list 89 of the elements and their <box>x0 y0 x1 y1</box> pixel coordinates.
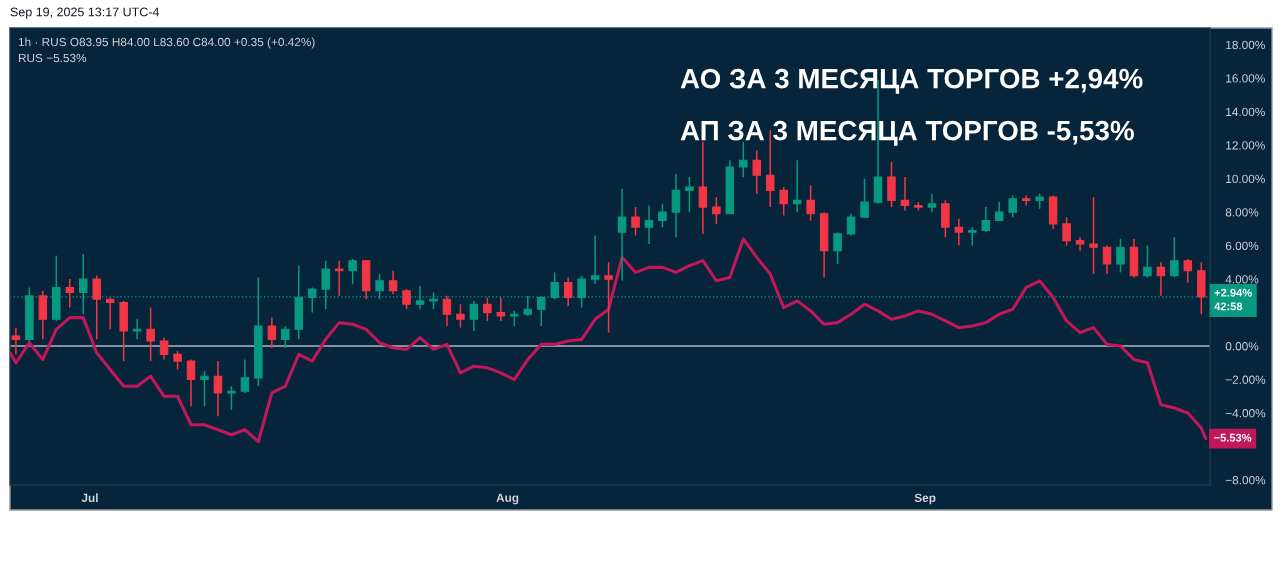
candlestick <box>65 278 75 309</box>
candlestick <box>1116 238 1125 274</box>
candlestick <box>1008 194 1017 218</box>
candlestick <box>1089 196 1098 275</box>
candlestick <box>348 258 357 285</box>
candlestick <box>1062 216 1071 247</box>
candlestick <box>483 296 492 322</box>
y-tick-label: −2.00% <box>1225 375 1266 384</box>
text: Sep 19, 2025 13:17 UTC-4 <box>10 7 160 19</box>
candlestick <box>240 358 250 394</box>
candlestick <box>927 192 937 213</box>
y-tick-label: 6.00% <box>1225 241 1259 251</box>
candlestick <box>38 290 48 341</box>
candlestick <box>11 326 21 356</box>
candlestick <box>658 203 667 228</box>
candlestick <box>456 303 465 329</box>
candlestick <box>765 129 775 208</box>
candlestick <box>685 176 694 213</box>
candlestick <box>173 350 182 371</box>
candlestick <box>388 269 398 295</box>
y-tick-label: −4.00% <box>1225 409 1266 418</box>
y-tick-label: 0.00% <box>1225 342 1259 351</box>
annotation: АО ЗА 3 МЕСЯЦА ТОРГОВ +2,94% <box>680 68 1143 94</box>
annotation: АП ЗА 3 МЕСЯЦА ТОРГОВ -5,53% <box>680 120 1134 146</box>
candlestick <box>577 274 586 309</box>
candlestick <box>281 325 290 349</box>
annotation: RUS −5.53% <box>18 53 87 63</box>
candlestick <box>496 296 506 322</box>
candlestick <box>469 300 479 332</box>
data-label: −5.53% <box>1214 433 1252 442</box>
y-tick-label: 18.00% <box>1226 40 1265 50</box>
candlestick <box>860 177 869 218</box>
candlestick <box>617 187 627 282</box>
candlestick <box>146 306 155 362</box>
candlestick <box>887 161 896 208</box>
candlestick <box>159 336 169 361</box>
y-tick-label: 8.00% <box>1225 208 1259 217</box>
candlestick <box>92 274 101 341</box>
candlestick <box>968 226 977 247</box>
candlestick <box>698 141 708 235</box>
candlestick <box>563 276 573 307</box>
candlestick <box>1102 244 1112 275</box>
candlestick <box>1075 236 1085 252</box>
y-tick-label: 16.00% <box>1226 74 1265 83</box>
candlestick <box>1183 258 1193 284</box>
candlestick <box>1156 261 1166 297</box>
candlestick <box>752 149 762 195</box>
candlestick <box>644 204 654 245</box>
y-tick-label: 12.00% <box>1226 141 1265 150</box>
y-tick-label: 4.00% <box>1225 275 1259 284</box>
y-tick-label: 10.00% <box>1226 174 1265 184</box>
candlestick <box>200 370 209 408</box>
candlestick <box>105 296 115 331</box>
candlestick <box>267 316 277 349</box>
x-tick-label: Sep <box>914 493 936 505</box>
candlestick <box>833 231 842 265</box>
candlestick <box>779 186 788 217</box>
x-tick-label: Aug <box>496 493 519 505</box>
candlestick <box>442 295 452 327</box>
candlestick <box>307 286 317 314</box>
candlestick <box>941 199 950 239</box>
x-tick-label: Jul <box>81 493 98 502</box>
candlestick <box>132 318 142 341</box>
candlestick <box>846 213 856 237</box>
y-tick-label: 14.00% <box>1226 107 1265 117</box>
line-series <box>10 237 1208 444</box>
candlestick <box>739 141 748 178</box>
candlestick <box>213 360 223 418</box>
candlestick <box>1170 236 1179 279</box>
candlestick <box>900 176 910 212</box>
candlestick <box>806 184 815 222</box>
candlestick <box>334 259 344 297</box>
candlestick <box>590 234 600 285</box>
candlestick <box>631 206 640 237</box>
candlestick <box>604 261 613 334</box>
candlestick <box>994 201 1004 222</box>
candlestick <box>954 218 964 247</box>
candlestick <box>1021 194 1031 207</box>
candlestick <box>1143 244 1152 279</box>
candlestick <box>792 159 802 213</box>
ref-line-label: +2.94% 42:58 <box>1214 288 1252 311</box>
candlestick <box>186 358 196 408</box>
candlestick <box>227 385 236 411</box>
y-tick-label: −8.00% <box>1225 476 1266 485</box>
annotation: 1h · RUS O83.95 H84.00 L83.60 C84.00 +0.35 (+0.42%) <box>18 37 315 49</box>
candlestick <box>402 288 411 310</box>
candlestick <box>671 172 681 239</box>
candlestick <box>712 196 721 225</box>
candlestick <box>981 206 991 233</box>
